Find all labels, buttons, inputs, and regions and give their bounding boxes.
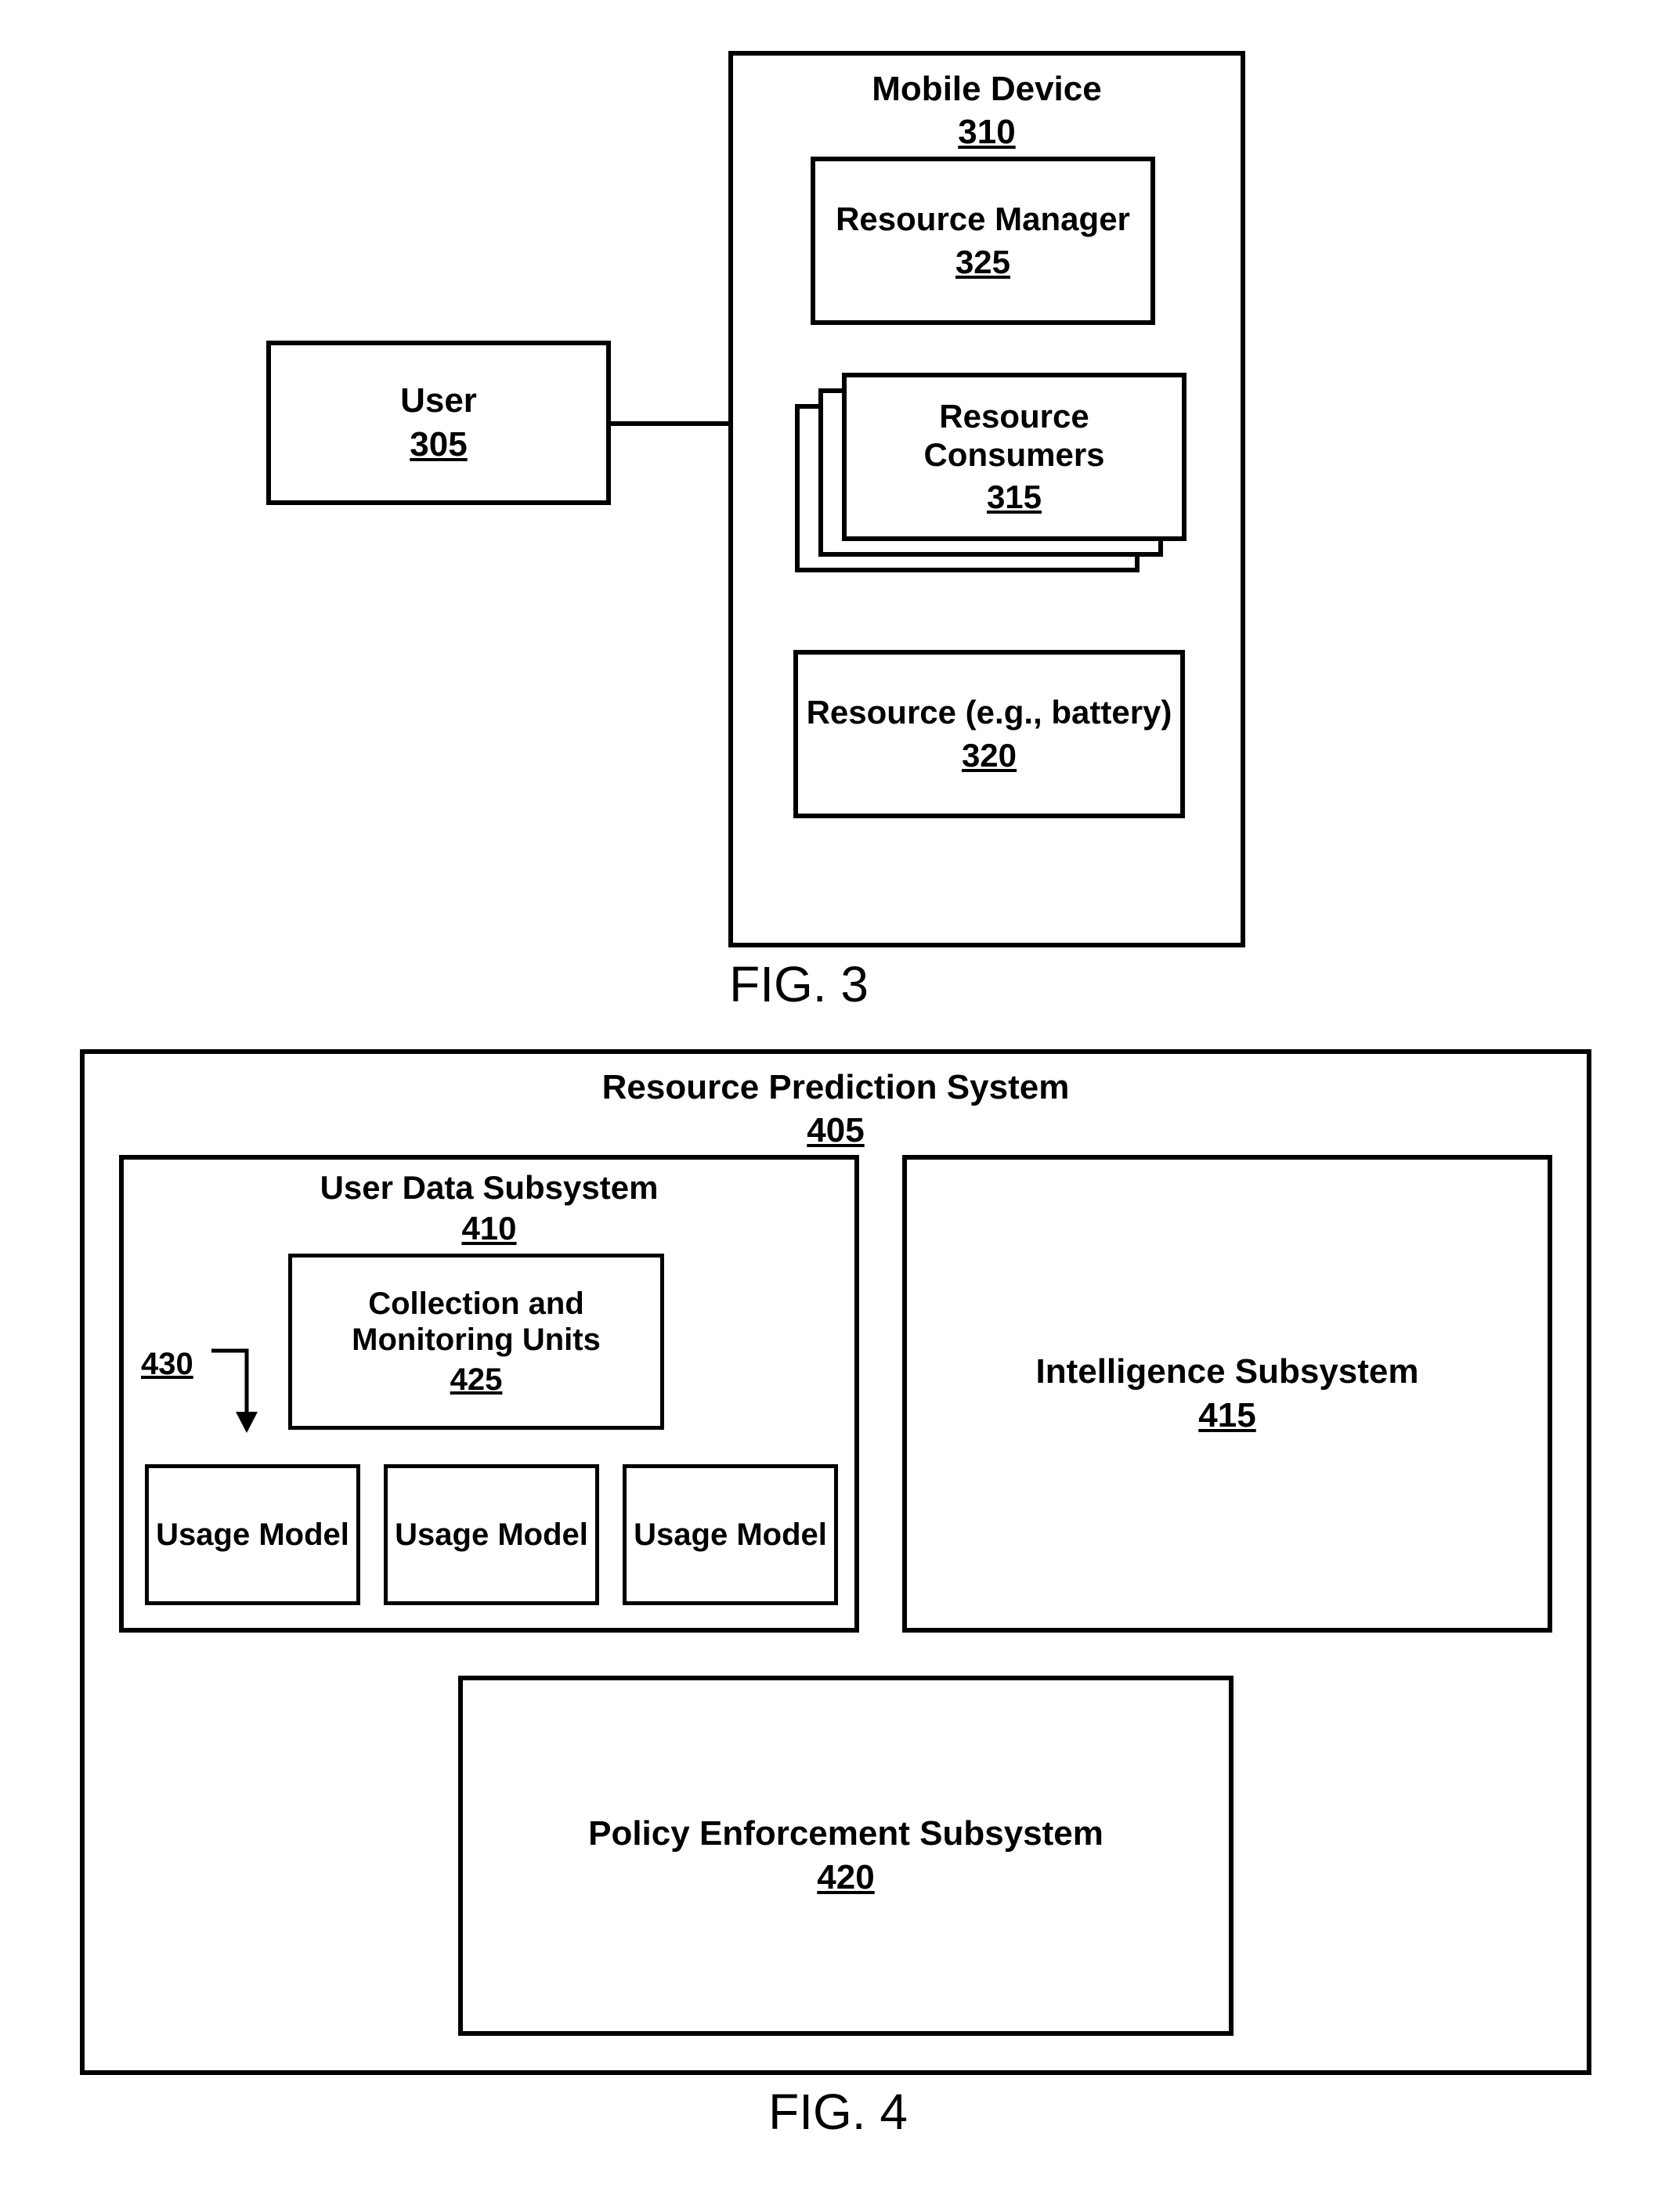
- fig4-caption: FIG. 4: [721, 2083, 955, 2141]
- rps-label: Resource Prediction System: [602, 1068, 1070, 1108]
- rps-ref: 405: [807, 1111, 864, 1150]
- resource-box: Resource (e.g., battery) 320: [793, 650, 1185, 818]
- cmu-label: Collection and Monitoring Units: [292, 1286, 660, 1358]
- resource-consumers-box: Resource Consumers 315: [842, 373, 1187, 541]
- arrow-430: [208, 1343, 270, 1445]
- user-ref: 305: [410, 425, 467, 464]
- resource-manager-label: Resource Manager: [836, 200, 1130, 238]
- resource-consumers-label: Resource Consumers: [847, 398, 1182, 474]
- intelligence-box: Intelligence Subsystem 415: [902, 1155, 1552, 1633]
- resource-label: Resource (e.g., battery): [807, 694, 1172, 731]
- cmu-box: Collection and Monitoring Units 425: [288, 1254, 664, 1430]
- user-label: User: [400, 381, 477, 421]
- intelligence-label: Intelligence Subsystem: [1035, 1352, 1418, 1392]
- usage-model-2-label: Usage Model: [395, 1517, 588, 1553]
- usage-model-2: Usage Model: [384, 1464, 599, 1605]
- resource-ref: 320: [962, 737, 1017, 774]
- mobile-device-label: Mobile Device: [872, 70, 1101, 110]
- usage-model-1-label: Usage Model: [156, 1517, 349, 1553]
- intelligence-ref: 415: [1198, 1396, 1255, 1435]
- policy-box: Policy Enforcement Subsystem 420: [458, 1676, 1234, 2036]
- user-to-device-connector: [611, 419, 728, 428]
- uds-label: User Data Subsystem: [320, 1169, 659, 1207]
- user-box: User 305: [266, 341, 611, 505]
- mobile-device-ref: 310: [958, 113, 1015, 152]
- fig3-caption: FIG. 3: [681, 955, 916, 1013]
- usage-model-1: Usage Model: [145, 1464, 360, 1605]
- usage-model-3: Usage Model: [623, 1464, 838, 1605]
- resource-manager-ref: 325: [955, 244, 1010, 281]
- policy-ref: 420: [817, 1858, 874, 1897]
- usage-model-3-label: Usage Model: [634, 1517, 827, 1553]
- cmu-ref: 425: [450, 1362, 503, 1398]
- diagram-canvas: User 305 Mobile Device 310 Resource Mana…: [31, 31, 1645, 2181]
- resource-manager-box: Resource Manager 325: [811, 157, 1155, 325]
- resource-consumers-ref: 315: [987, 478, 1042, 516]
- arrow-430-ref: 430: [141, 1347, 193, 1382]
- uds-ref: 410: [461, 1210, 516, 1247]
- policy-label: Policy Enforcement Subsystem: [588, 1814, 1103, 1854]
